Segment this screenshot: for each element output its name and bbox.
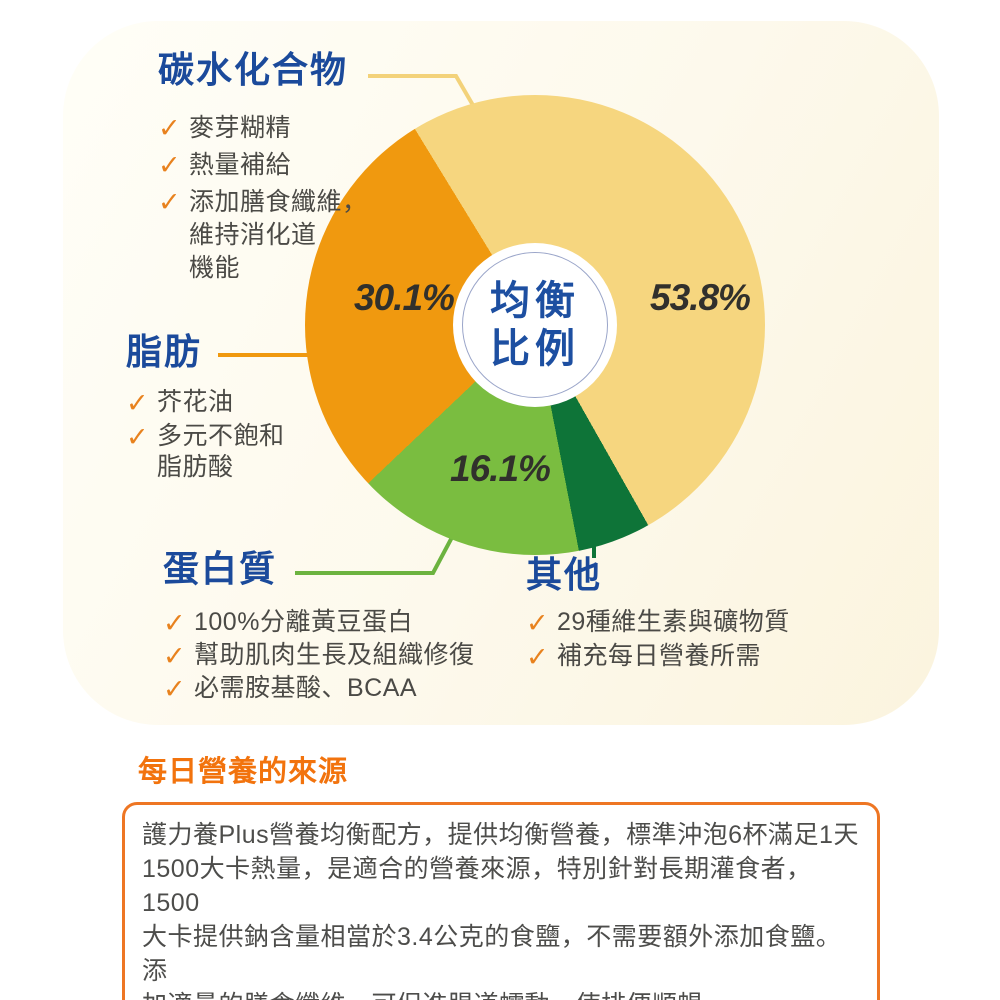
list-item: ✓ 添加膳食纖維， 維持消化道 機能 bbox=[158, 187, 368, 282]
carbohydrate-items: ✓ 麥芽糊精 ✓ 熱量補給 ✓ 添加膳食纖維， 維持消化道 機能 bbox=[158, 112, 368, 285]
others-title: 其他 bbox=[526, 554, 603, 595]
protein-section: 蛋白質 ✓ 100%分離黃豆蛋白 ✓ 幫助肌肉生長及組織修復 ✓ 必需胺基酸、B… bbox=[163, 551, 475, 706]
donut-center-line1: 均衡 bbox=[490, 279, 580, 323]
check-icon: ✓ bbox=[163, 674, 186, 704]
fat-items: ✓ 芥花油 ✓ 多元不飽和 脂肪酸 bbox=[126, 387, 285, 483]
protein-title: 蛋白質 bbox=[163, 548, 278, 589]
donut-center-label: 均衡 比例 bbox=[453, 277, 617, 373]
check-icon: ✓ bbox=[158, 113, 181, 143]
list-item: ✓ 麥芽糊精 bbox=[158, 113, 292, 143]
check-icon: ✓ bbox=[526, 608, 549, 638]
nutrition-note-text: 護力養Plus營養均衡配方，提供均衡營養，標準沖泡6杯滿足1天 1500大卡熱量… bbox=[142, 821, 859, 1000]
donut-chart: 均衡 比例 bbox=[305, 95, 765, 555]
daily-nutrition-heading: 每日營養的來源 bbox=[138, 756, 349, 788]
check-icon: ✓ bbox=[126, 422, 149, 452]
check-icon: ✓ bbox=[526, 642, 549, 672]
list-item: ✓ 100%分離黃豆蛋白 bbox=[163, 608, 413, 638]
fat-title: 脂肪 bbox=[126, 331, 203, 372]
carbohydrate-section: 碳水化合物 ✓ 麥芽糊精 ✓ 熱量補給 ✓ 添加膳食纖維， 維持消化道 機能 bbox=[158, 52, 368, 289]
list-item: ✓ 補充每日營養所需 bbox=[526, 642, 762, 672]
others-items: ✓ 29種維生素與礦物質 ✓ 補充每日營養所需 bbox=[526, 607, 790, 673]
carbohydrate-percentage-label: 53.8% bbox=[650, 277, 751, 318]
check-icon: ✓ bbox=[158, 150, 181, 180]
list-item: ✓ 幫助肌肉生長及組織修復 bbox=[163, 641, 475, 671]
list-item: ✓ 多元不飽和 脂肪酸 bbox=[126, 422, 285, 481]
check-icon: ✓ bbox=[126, 388, 149, 418]
carbohydrate-title: 碳水化合物 bbox=[158, 49, 349, 90]
donut-center-circle: 均衡 比例 bbox=[453, 243, 617, 407]
list-item: ✓ 熱量補給 bbox=[158, 150, 292, 180]
list-item: ✓ 芥花油 bbox=[126, 388, 234, 418]
list-item: ✓ 29種維生素與礦物質 bbox=[526, 608, 790, 638]
check-icon: ✓ bbox=[163, 641, 186, 671]
fat-percentage-label: 30.1% bbox=[354, 277, 455, 318]
nutrition-note-box: 護力養Plus營養均衡配方，提供均衡營養，標準沖泡6杯滿足1天 1500大卡熱量… bbox=[122, 802, 880, 1000]
donut-center-line2: 比例 bbox=[490, 327, 580, 371]
protein-items: ✓ 100%分離黃豆蛋白 ✓ 幫助肌肉生長及組織修復 ✓ 必需胺基酸、BCAA bbox=[163, 607, 475, 705]
others-section: 其他 ✓ 29種維生素與礦物質 ✓ 補充每日營養所需 bbox=[526, 557, 790, 675]
donut-center-ring bbox=[462, 252, 608, 398]
protein-percentage-label: 16.1% bbox=[450, 448, 551, 489]
check-icon: ✓ bbox=[163, 608, 186, 638]
check-icon: ✓ bbox=[158, 187, 181, 217]
fat-section: 脂肪 ✓ 芥花油 ✓ 多元不飽和 脂肪酸 bbox=[126, 334, 285, 485]
list-item: ✓ 必需胺基酸、BCAA bbox=[163, 674, 418, 704]
